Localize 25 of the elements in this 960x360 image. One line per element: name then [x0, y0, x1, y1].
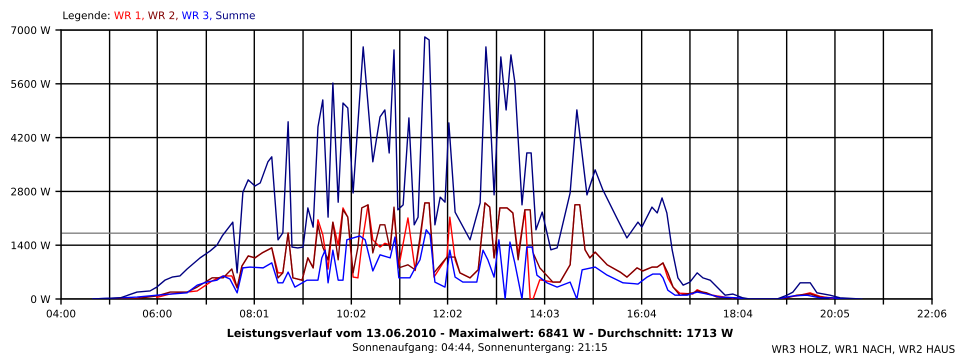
x-tick-label: 20:05	[820, 310, 850, 318]
x-tick-label: 18:04	[724, 310, 752, 318]
y-tick-label: 5600 W	[11, 80, 50, 88]
y-tick-label: 0 W	[31, 295, 50, 304]
x-tick-label: 10:02	[337, 310, 366, 318]
text: WR3 HOLZ, WR1 NACH, WR2 HAUS	[772, 345, 955, 354]
y-tick-label: 4200 W	[10, 134, 50, 142]
legend-title: Legende:	[63, 11, 110, 22]
x-tick-label: 04:00	[46, 310, 76, 318]
text: Sonnenaufgang: 04:44, Sonnenuntergang: 21:15	[352, 342, 607, 354]
text: WR 2,	[148, 11, 178, 20]
x-tick-label: 22:06	[918, 310, 946, 318]
text: WR 1,	[114, 11, 144, 20]
x-tick-label: 06:00	[142, 310, 172, 318]
x-tick-label: 14:03	[530, 310, 559, 318]
y-tick-label: 2800 W	[11, 188, 50, 196]
text: WR 3,	[182, 11, 212, 20]
line-series	[92, 36, 862, 299]
text: Leistungsverlauf vom 13.06.2010 - Maximalwert: 6841 W - Durchschnitt: 1713 W	[228, 328, 733, 340]
y-tick-label: 1400 W	[12, 241, 50, 250]
x-tick-label: 08:01	[240, 310, 268, 318]
x-tick-label: 16:04	[628, 310, 656, 318]
y-tick-label: 7000 W	[11, 26, 50, 34]
text: Summe	[216, 11, 255, 20]
x-tick-label: 12:02	[434, 310, 462, 318]
